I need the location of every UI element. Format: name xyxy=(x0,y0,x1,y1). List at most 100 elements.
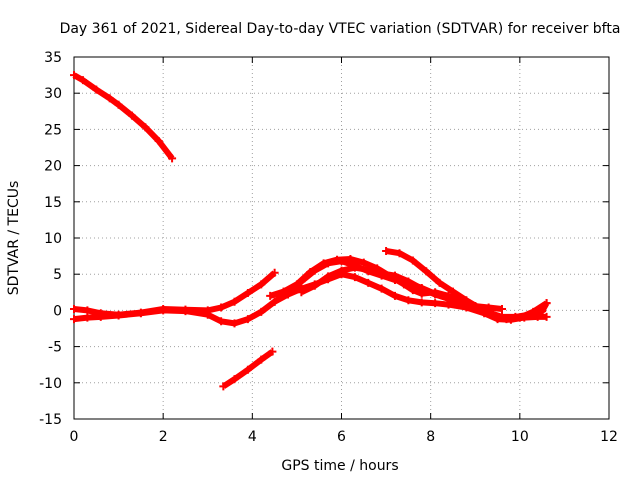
data-point xyxy=(377,284,386,293)
axis-ticks: 0 2 4 6 8 10 12 -15 -10 -5 0 5 10 15 20 25 30 35 xyxy=(39,50,618,445)
data-point xyxy=(270,297,279,306)
data-point xyxy=(243,315,252,324)
data-point xyxy=(127,111,136,120)
data-point xyxy=(217,303,226,312)
x-axis-label: GPS time / hours xyxy=(281,458,398,474)
data-point xyxy=(542,299,551,308)
data-point xyxy=(431,299,440,308)
data-point xyxy=(395,249,404,258)
data-point xyxy=(422,267,431,276)
data-point xyxy=(542,312,551,321)
y-tick-label: 20 xyxy=(44,159,62,175)
x-tick-label: 8 xyxy=(426,429,435,445)
data-point xyxy=(83,313,92,322)
data-point xyxy=(350,273,359,282)
series-line-baseline-a xyxy=(73,271,547,327)
y-tick-label: -10 xyxy=(39,376,62,392)
data-point xyxy=(230,375,239,384)
data-point xyxy=(417,284,426,293)
data-point xyxy=(408,256,417,265)
data-point xyxy=(96,309,105,318)
x-tick-label: 12 xyxy=(600,429,618,445)
y-tick-label: -15 xyxy=(39,412,62,428)
data-point xyxy=(70,315,78,324)
y-tick-label: 35 xyxy=(44,50,62,66)
data-point xyxy=(219,382,228,391)
data-point xyxy=(168,154,177,163)
data-point xyxy=(83,306,92,315)
data-point xyxy=(230,319,239,328)
data-point xyxy=(529,307,538,316)
data-point xyxy=(489,310,498,319)
data-point xyxy=(266,291,275,300)
series-line-arc-high xyxy=(72,72,175,161)
data-point xyxy=(310,281,319,290)
data-point xyxy=(268,347,277,356)
data-point xyxy=(243,289,252,298)
data-point xyxy=(448,287,457,296)
x-tick-label: 10 xyxy=(511,429,529,445)
data-point xyxy=(435,278,444,287)
y-tick-label: 15 xyxy=(44,195,62,211)
data-point xyxy=(217,317,226,326)
data-point xyxy=(114,310,123,319)
y-tick-label: 25 xyxy=(44,122,62,138)
data-point xyxy=(337,266,346,275)
data-point xyxy=(257,307,266,316)
data-point xyxy=(377,269,386,278)
data-point xyxy=(257,280,266,289)
y-tick-label: 5 xyxy=(53,267,62,283)
data-point xyxy=(270,268,279,277)
data-point xyxy=(243,365,252,374)
data-point xyxy=(502,315,511,324)
data-point xyxy=(350,263,359,272)
data-point xyxy=(70,304,78,313)
x-tick-label: 6 xyxy=(337,429,346,445)
data-point xyxy=(417,298,426,307)
x-tick-label: 2 xyxy=(159,429,168,445)
y-tick-label: 30 xyxy=(44,86,62,102)
data-point xyxy=(78,76,87,85)
data-point xyxy=(159,304,168,313)
data-point xyxy=(203,306,212,315)
data-point xyxy=(404,277,413,286)
data-point xyxy=(297,288,306,297)
data-series xyxy=(70,71,551,391)
data-point xyxy=(92,85,101,94)
data-point xyxy=(324,272,333,281)
data-point xyxy=(141,123,150,132)
chart-title: Day 361 of 2021, Sidereal Day-to-day VTE… xyxy=(60,21,621,37)
y-tick-label: -5 xyxy=(48,340,62,356)
data-point xyxy=(475,304,484,313)
data-point xyxy=(457,299,466,308)
data-point xyxy=(136,308,145,317)
x-tick-label: 0 xyxy=(70,429,79,445)
y-tick-label: 10 xyxy=(44,231,62,247)
data-point xyxy=(364,278,373,287)
grid xyxy=(74,57,609,419)
data-point xyxy=(230,297,239,306)
data-point xyxy=(181,305,190,314)
data-point xyxy=(364,265,373,274)
data-point xyxy=(70,71,78,80)
data-point xyxy=(154,136,163,145)
data-point xyxy=(498,304,506,313)
data-point xyxy=(297,277,306,286)
data-point xyxy=(114,100,123,109)
data-point xyxy=(515,313,524,322)
y-axis-label: SDTVAR / TECUs xyxy=(6,181,22,296)
data-point xyxy=(444,294,453,303)
data-point xyxy=(337,257,346,266)
data-point xyxy=(284,288,292,297)
data-point xyxy=(391,271,399,280)
data-point xyxy=(404,296,413,305)
data-point xyxy=(324,259,333,268)
data-point xyxy=(391,291,399,300)
data-point xyxy=(382,247,391,256)
x-tick-label: 4 xyxy=(248,429,257,445)
data-point xyxy=(310,266,319,275)
data-point xyxy=(462,296,471,305)
y-tick-label: 0 xyxy=(53,303,62,319)
data-point xyxy=(431,290,440,299)
